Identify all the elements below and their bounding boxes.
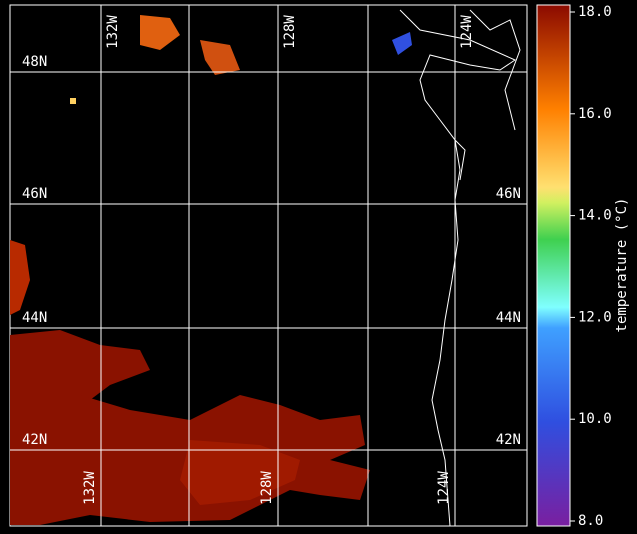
warm-patch [10,330,150,415]
cool-patch [392,32,412,55]
warm-patch [180,440,300,505]
lat-label: 46N [496,186,521,202]
graticule: 48N 46N 46N 44N 44N 42N 42N 132W 132W 128W 128W 124… [10,5,527,526]
colorbar-label: temperature (°C) [614,198,630,333]
lon-label: 124W [459,15,475,49]
colorbar [536,4,571,527]
lat-label: 44N [22,310,47,326]
colorbar-tick-label: 14.0 [578,208,612,224]
lon-label: 124W [436,471,452,505]
warm-patch [10,240,30,315]
lon-label: 128W [282,15,298,49]
warm-patch [140,15,180,50]
lon-label: 132W [105,15,121,49]
lat-label: 42N [496,432,521,448]
lat-label: 48N [22,54,47,70]
lon-label: 128W [259,471,275,505]
colorbar-tick-label: 16.0 [578,106,612,122]
lat-label: 46N [22,186,47,202]
warm-patch [70,98,76,104]
colorbar-tick-label: 18.0 [578,4,612,20]
warm-patch [200,40,240,75]
colorbar-tick-label: 12.0 [578,309,612,325]
sst-patches [10,15,412,525]
colorbar-tick-label: 10.0 [578,411,612,427]
colorbar-tick-label: 8.0 [578,513,603,529]
lat-label: 42N [22,432,47,448]
lat-label: 44N [496,310,521,326]
lon-label: 132W [82,471,98,505]
